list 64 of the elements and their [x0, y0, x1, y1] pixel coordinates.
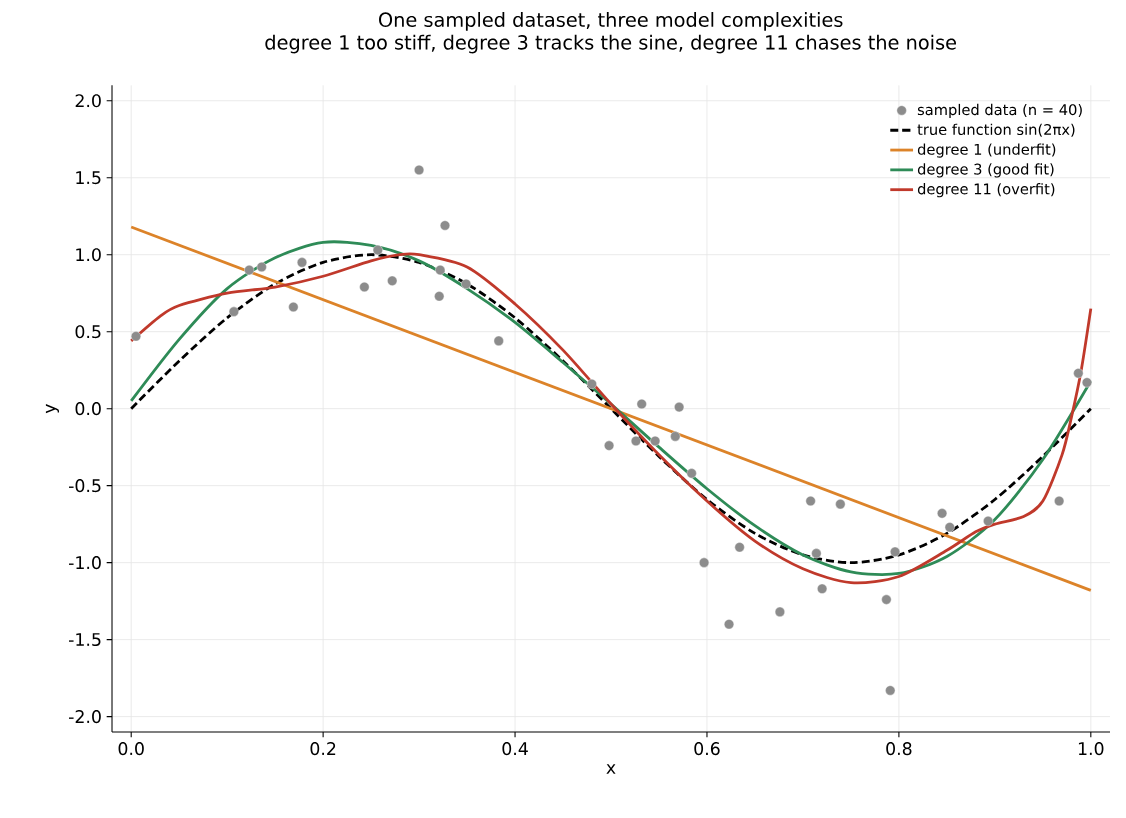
point [686, 468, 697, 479]
y-tick-label: 2.0 [75, 94, 101, 108]
chart-subtitle: degree 1 too stiff, degree 3 tracks the sine, degree 11 chases the noise [265, 34, 956, 54]
legend-label: degree 3 (good fit) [917, 163, 1054, 178]
y-tick-label: 0.0 [75, 402, 101, 416]
point [734, 542, 745, 553]
point [983, 516, 994, 527]
point [440, 220, 450, 231]
point [359, 282, 370, 293]
x-tick-label: 0.2 [310, 742, 336, 756]
point [835, 499, 846, 510]
point [372, 245, 383, 256]
x-tick-label: 0.8 [886, 742, 912, 756]
point [817, 583, 828, 594]
y-tick-label: 0.5 [75, 325, 101, 339]
point [630, 436, 641, 446]
point [604, 440, 615, 451]
point [256, 262, 267, 273]
x-tick-label: 0.0 [118, 742, 144, 756]
point [586, 379, 597, 390]
legend-label: sampled data (n = 40) [917, 103, 1082, 119]
point [885, 685, 896, 696]
point [944, 522, 955, 533]
y-tick-label: 1.0 [76, 248, 101, 262]
point [131, 331, 141, 342]
point [228, 306, 239, 317]
point [435, 265, 446, 276]
x-tick-label: 1.0 [1078, 742, 1104, 756]
point [414, 165, 425, 176]
point [650, 436, 661, 446]
x-axis-title: x [606, 764, 616, 774]
legend-label: true function sin(2πx) [917, 123, 1075, 137]
point [890, 546, 901, 557]
point [937, 508, 948, 519]
point [1054, 496, 1065, 507]
point [670, 431, 681, 442]
point [1073, 368, 1084, 379]
legend-label: degree 11 (overfit) [917, 183, 1055, 198]
point [881, 594, 892, 605]
point [636, 399, 647, 410]
y-tick-label: -0.5 [68, 479, 101, 493]
point [1081, 377, 1092, 388]
chart-title: One sampled dataset, three model complexities [379, 12, 843, 31]
y-tick-label: -1.5 [68, 633, 101, 647]
point [493, 335, 504, 346]
point [244, 265, 255, 276]
point [811, 548, 822, 559]
x-tick-label: 0.4 [502, 742, 528, 756]
y-axis-title: y [45, 404, 59, 414]
y-tick-label: -1.0 [68, 556, 101, 570]
legend-label: degree 1 (underfit) [917, 143, 1056, 158]
point [434, 291, 445, 302]
point [288, 302, 299, 313]
point [774, 606, 785, 617]
point [297, 257, 308, 268]
point [461, 278, 472, 289]
point [387, 275, 398, 286]
y-tick-label: -2.0 [68, 710, 101, 724]
point [699, 557, 710, 568]
point [724, 619, 735, 630]
point [805, 496, 816, 507]
x-tick-label: 0.6 [694, 742, 720, 756]
point [674, 402, 685, 413]
y-tick-label: 1.5 [76, 171, 101, 185]
